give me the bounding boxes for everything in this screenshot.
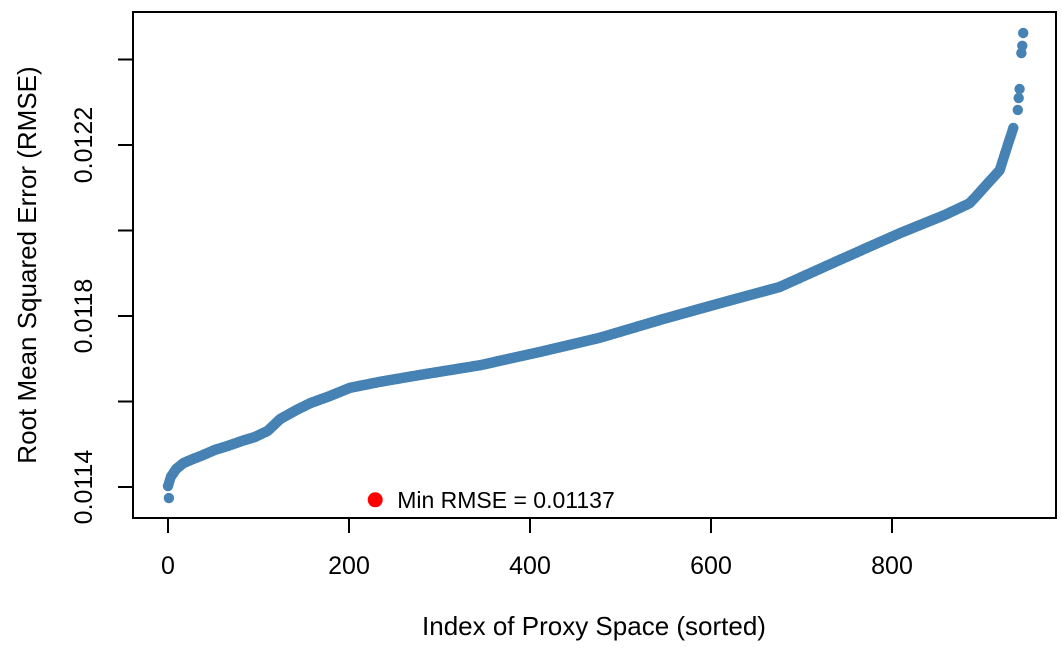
legend-min-rmse-label: Min RMSE = 0.01137	[397, 487, 615, 513]
y-axis: 0.0114 0.0118 0.0122	[70, 58, 133, 525]
plot-area-border	[132, 11, 1057, 519]
x-tick-label: 400	[509, 552, 551, 580]
x-tick-label: 200	[328, 552, 370, 580]
x-tick-label: 0	[161, 552, 175, 580]
outlier-data-point	[1013, 92, 1024, 104]
outlier-data-point	[1017, 40, 1028, 51]
x-tick-label: 600	[690, 552, 732, 580]
x-axis: 0 200 400 600 800	[161, 518, 913, 580]
min-data-point	[163, 492, 175, 504]
x-tick-label: 800	[871, 552, 913, 580]
outlier-data-point	[1012, 104, 1023, 116]
legend-min-point-icon	[367, 492, 383, 508]
scatter-points-layer	[162, 27, 1029, 504]
x-axis-title: Index of Proxy Space (sorted)	[422, 611, 766, 641]
y-tick-label: 0.0114	[70, 450, 98, 525]
data-point	[1008, 122, 1019, 134]
legend-min-rmse: Min RMSE = 0.01137	[367, 487, 615, 513]
y-axis-title: Root Mean Squared Error (RMSE)	[12, 66, 42, 463]
outlier-data-point	[1018, 27, 1029, 39]
y-tick-label: 0.0122	[70, 107, 98, 183]
outlier-data-point	[1014, 83, 1025, 95]
y-tick-label: 0.0118	[70, 279, 98, 354]
